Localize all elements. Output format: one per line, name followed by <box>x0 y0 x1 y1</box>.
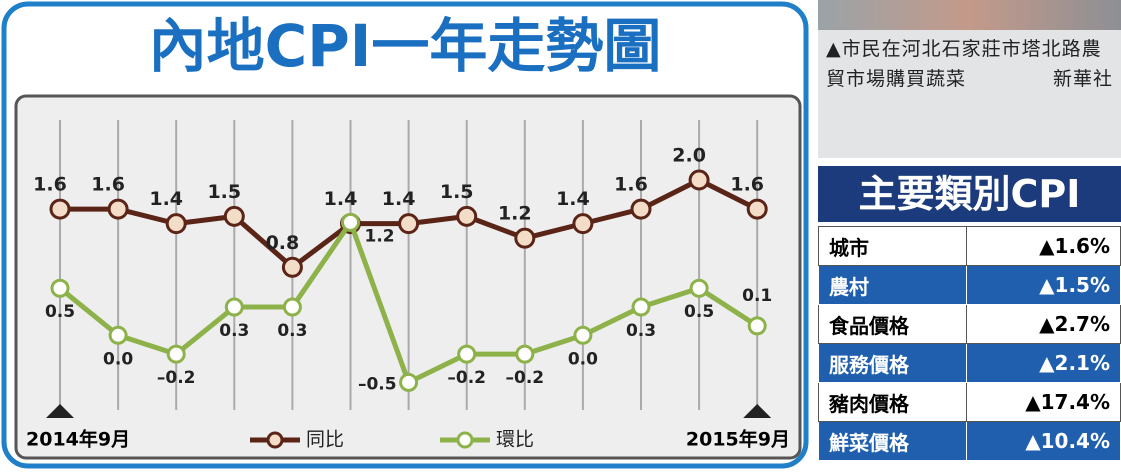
point <box>225 207 243 225</box>
point <box>284 299 300 315</box>
cpi-category: 服務價格 <box>819 344 967 383</box>
point-label: 1.6 <box>91 174 125 196</box>
point <box>516 229 534 247</box>
point-label: 1.4 <box>149 188 183 210</box>
point <box>110 327 126 343</box>
point-label: –0.2 <box>447 368 486 388</box>
cpi-value: ▲1.5% <box>966 266 1120 305</box>
point <box>575 327 591 343</box>
point-label: 1.6 <box>614 174 648 196</box>
point-label: 2.0 <box>672 145 706 167</box>
legend-label: 環比 <box>496 429 534 451</box>
cpi-category: 鮮菜價格 <box>819 422 967 461</box>
point-label: 1.4 <box>556 188 590 210</box>
chart-title: 內地CPI一年走勢圖 <box>149 12 662 80</box>
point <box>459 346 475 362</box>
point-label: 1.5 <box>440 181 474 203</box>
point <box>690 171 708 189</box>
point-label: 1.2 <box>498 203 532 225</box>
legend-marker <box>458 433 472 447</box>
cpi-value: ▲10.4% <box>966 422 1120 461</box>
point-label: 0.5 <box>45 302 75 322</box>
point <box>51 200 69 218</box>
caption: ▲市民在河北石家莊市塔北路農貿市場購買蔬菜新華社 <box>818 30 1121 158</box>
point-label: 0.8 <box>266 232 300 254</box>
cpi-category: 城市 <box>819 227 967 266</box>
point <box>574 215 592 233</box>
point-label: –0.2 <box>157 368 196 388</box>
cpi-category: 食品價格 <box>819 305 967 344</box>
point <box>168 346 184 362</box>
table-row: 食品價格▲2.7% <box>819 305 1121 344</box>
table-row: 鮮菜價格▲10.4% <box>819 422 1121 461</box>
point-label: 1.4 <box>382 188 416 210</box>
point <box>691 280 707 296</box>
point-label: –0.2 <box>505 368 544 388</box>
point-label: 1.2 <box>365 226 395 246</box>
point <box>517 346 533 362</box>
point-label: 0.0 <box>568 349 598 369</box>
point-label: 0.3 <box>277 321 307 341</box>
point <box>749 318 765 334</box>
point <box>633 299 649 315</box>
point <box>632 200 650 218</box>
table-row: 服務價格▲2.1% <box>819 344 1121 383</box>
x-tick-label: 2015年9月 <box>686 428 790 451</box>
page: 內地CPI一年走勢圖 2014年9月 2015年9月 1.6 1.6 1.4 1.5 0.8… <box>0 0 1121 472</box>
point-label: 1.5 <box>207 181 241 203</box>
chart: 內地CPI一年走勢圖 2014年9月 2015年9月 1.6 1.6 1.4 1.5 0.8… <box>0 0 812 472</box>
cpi-value: ▲17.4% <box>966 383 1120 422</box>
point-label: 0.0 <box>103 349 133 369</box>
point <box>52 280 68 296</box>
legend-marker <box>268 433 282 447</box>
point <box>343 214 359 230</box>
point <box>226 299 242 315</box>
point <box>109 200 127 218</box>
point-label: 0.3 <box>626 321 656 341</box>
legend-label: 同比 <box>306 429 344 451</box>
cpi-value: ▲2.7% <box>966 305 1120 344</box>
point <box>748 200 766 218</box>
point <box>458 207 476 225</box>
point-label: 0.3 <box>219 321 249 341</box>
x-tick-label: 2014年9月 <box>26 428 130 451</box>
cpi-value: ▲1.6% <box>966 227 1120 266</box>
side-panel: ▲市民在河北石家莊市塔北路農貿市場購買蔬菜新華社 主要類別CPI 城市▲1.6%… <box>818 0 1121 472</box>
point-label: 1.6 <box>33 174 67 196</box>
cpi-category: 豬肉價格 <box>819 383 967 422</box>
caption-credit: 新華社 <box>1053 64 1113 94</box>
point <box>167 215 185 233</box>
table-row: 農村▲1.5% <box>819 266 1121 305</box>
table-row: 城市▲1.6% <box>819 227 1121 266</box>
table-row: 豬肉價格▲17.4% <box>819 383 1121 422</box>
point <box>283 258 301 276</box>
point-label: 1.4 <box>324 188 358 210</box>
photo <box>818 0 1121 30</box>
point <box>400 215 418 233</box>
cpi-category: 農村 <box>819 266 967 305</box>
point-label: 0.1 <box>742 286 772 306</box>
cpi-value: ▲2.1% <box>966 344 1120 383</box>
point-label: 1.6 <box>730 174 764 196</box>
cpi-table: 城市▲1.6%農村▲1.5%食品價格▲2.7%服務價格▲2.1%豬肉價格▲17.… <box>818 226 1121 461</box>
table-title: 主要類別CPI <box>818 166 1121 222</box>
point-label: 0.5 <box>684 302 714 322</box>
point <box>401 374 417 390</box>
point-label: –0.5 <box>358 374 397 394</box>
